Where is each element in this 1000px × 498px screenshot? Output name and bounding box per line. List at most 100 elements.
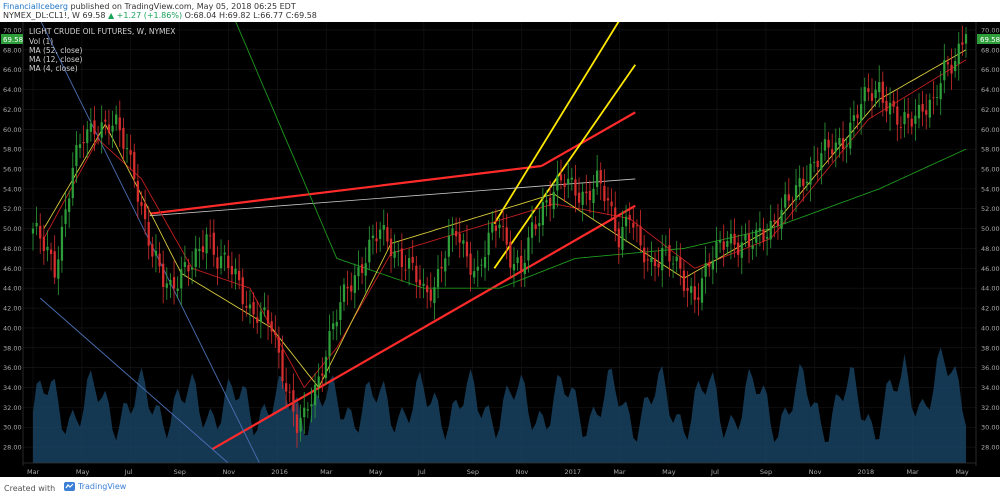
candle-body (827, 139, 830, 148)
candle (295, 403, 299, 448)
candle (747, 219, 751, 264)
x-tick: Mar (613, 468, 626, 476)
ma4-line (43, 49, 967, 389)
chart-area[interactable]: 28.00 28.00 30.00 30.00 32.00 32.00 34.00 34.00… (0, 0, 1000, 477)
candle-body (617, 228, 620, 248)
candle-body (487, 232, 490, 255)
candle-body (950, 64, 953, 74)
candle (845, 136, 848, 164)
candle-body (737, 242, 740, 255)
candle (277, 326, 281, 369)
tradingview-brand-text: TradingView (78, 482, 127, 491)
y-tick-left: 70.00 (3, 26, 22, 34)
candle-body (574, 179, 577, 196)
trendline-white[interactable] (149, 178, 636, 217)
candle-body (306, 409, 309, 411)
candle (209, 219, 212, 249)
candle-body (440, 266, 443, 269)
trendline-yellow[interactable] (493, 19, 621, 225)
y-tick-right: 64.00 (981, 86, 1000, 94)
volume-area (33, 347, 966, 463)
candle-body (71, 167, 74, 199)
candle-body (852, 115, 856, 121)
y-tick-left: 42.00 (3, 305, 22, 313)
price-chart[interactable]: 28.00 28.00 30.00 30.00 32.00 32.00 34.00 34.00… (0, 0, 1000, 477)
candle-body (238, 270, 241, 281)
tradingview-brand[interactable]: TradingView (64, 482, 126, 491)
candle-body (368, 239, 371, 263)
candle (516, 249, 519, 271)
candle (512, 247, 516, 288)
legend-vol: Vol (1) (29, 37, 53, 46)
candle (538, 207, 541, 243)
x-tick: Mar (906, 468, 919, 476)
candle (46, 230, 49, 262)
candle (588, 180, 592, 214)
candle-body (350, 285, 353, 292)
y-tick-left: 28.00 (3, 444, 22, 452)
candle (82, 125, 85, 158)
y-tick-right: 54.00 (981, 185, 1000, 193)
price-badge-left-text: 69.58 (3, 36, 23, 44)
x-tick: Nov (809, 468, 822, 476)
candle-body (599, 170, 602, 184)
trendline-blue[interactable] (39, 297, 229, 464)
candle (820, 142, 823, 185)
candle (169, 273, 172, 299)
candle (943, 43, 946, 94)
candle-body (588, 191, 592, 201)
candle (458, 217, 461, 258)
candle (89, 108, 92, 142)
moving-averages (43, 0, 967, 389)
candles (31, 25, 968, 448)
candle-body (896, 106, 899, 125)
candle-body (498, 224, 501, 228)
candle (274, 315, 277, 348)
legend: LIGHT CRUDE OIL FUTURES, W, NYMEX Vol (1… (29, 27, 175, 73)
trendline-red[interactable] (149, 164, 542, 215)
candle-body (418, 279, 422, 286)
publisher-link[interactable]: FinancialIceberg (3, 2, 68, 11)
candle (303, 391, 306, 435)
trendline-red[interactable] (211, 204, 636, 451)
candle (831, 133, 834, 163)
candle (335, 309, 338, 341)
y-tick-left: 52.00 (3, 205, 22, 213)
candle (914, 98, 917, 141)
candle (491, 211, 494, 241)
candle-body (162, 263, 165, 287)
trendline-red[interactable] (540, 111, 636, 167)
candle-body (158, 253, 161, 267)
candle-body (187, 265, 190, 272)
candle (715, 226, 718, 273)
candle (426, 276, 429, 309)
candle-body (751, 245, 754, 249)
y-tick-right: 68.00 (981, 46, 1000, 54)
footer: Created with TradingView (0, 477, 1000, 498)
y-tick-left: 50.00 (3, 225, 22, 233)
candle-body (288, 391, 291, 393)
candle-body (118, 117, 121, 131)
candle-body (190, 267, 194, 270)
candle-body (769, 220, 772, 240)
trendline-yellow[interactable] (493, 64, 636, 269)
candle (541, 187, 545, 237)
candle-body (136, 180, 139, 202)
candle-body (776, 220, 780, 226)
candle-body (165, 283, 168, 288)
candle-body (379, 229, 382, 239)
candle-body (205, 234, 208, 254)
candle-body (509, 241, 512, 268)
candle (812, 146, 816, 173)
candle (744, 223, 747, 248)
candle-body (151, 244, 154, 257)
candle-body (552, 191, 555, 210)
x-tick: May (662, 468, 676, 476)
candle (64, 192, 67, 237)
candle (700, 268, 704, 311)
candle (581, 183, 584, 222)
candle-body (621, 226, 624, 250)
candle-body (516, 257, 519, 264)
candle-body (216, 257, 219, 269)
candle-body (241, 277, 244, 305)
